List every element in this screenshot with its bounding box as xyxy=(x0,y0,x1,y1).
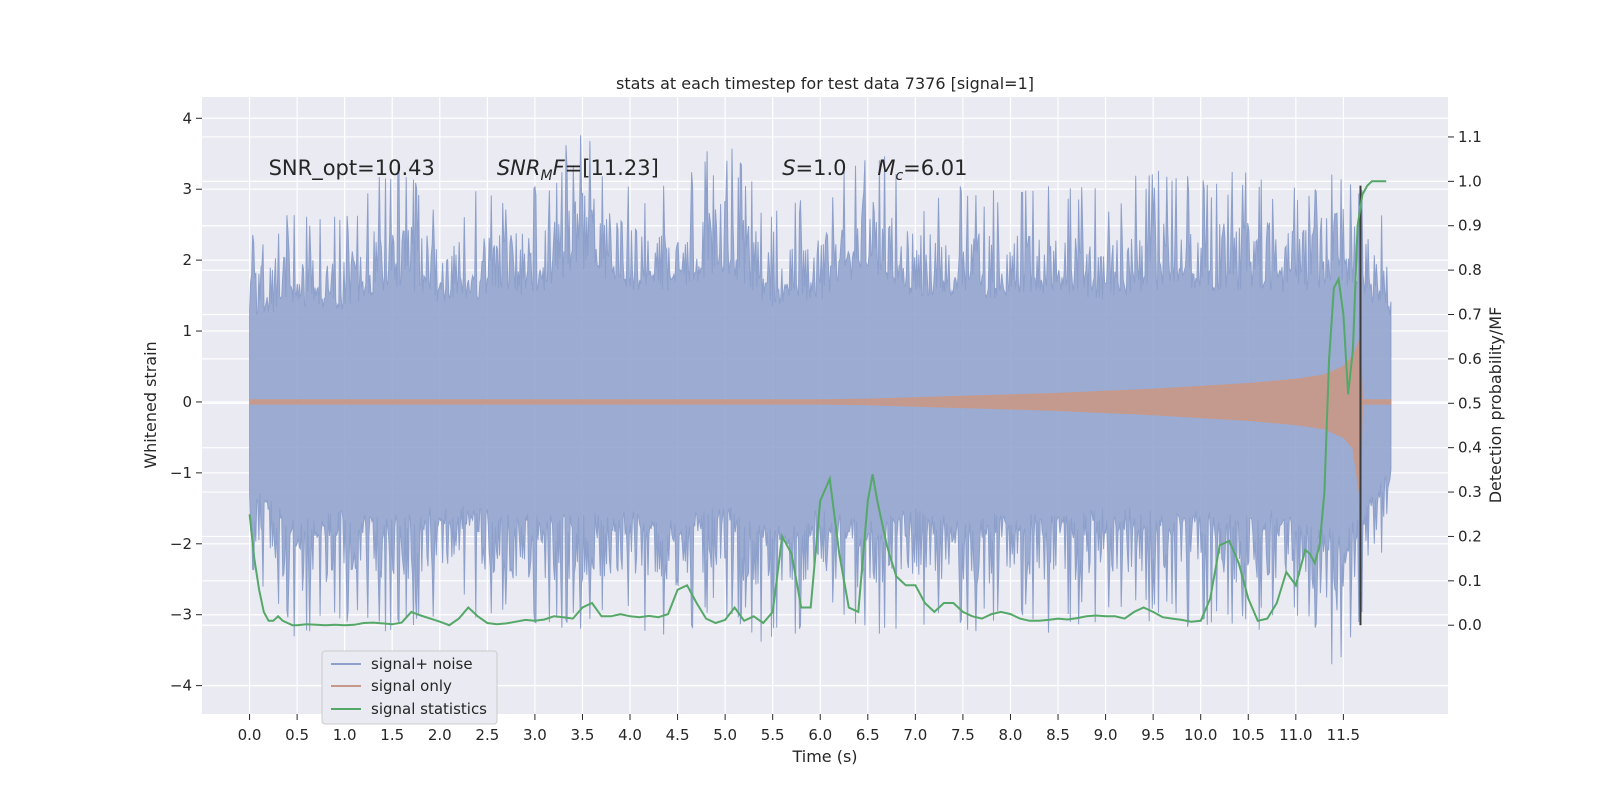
x-tick-label: 3.0 xyxy=(523,726,547,744)
x-tick-label: 1.5 xyxy=(380,726,404,744)
x-tick-label: 7.5 xyxy=(951,726,975,744)
signal-statistics-line xyxy=(248,180,1387,627)
annotation-text: S=1.0 xyxy=(782,156,846,180)
y-tick-label: 0 xyxy=(182,393,192,411)
y2-tick-label: 1.0 xyxy=(1458,172,1482,190)
y2-tick-label: 0.2 xyxy=(1458,527,1482,545)
y-axis-label: Whitened strain xyxy=(141,341,160,468)
y-tick-label: 4 xyxy=(182,109,192,127)
y2-tick-label: 0.7 xyxy=(1458,306,1482,324)
y-tick-label: −4 xyxy=(170,677,192,695)
y-tick-label: 2 xyxy=(182,251,192,269)
x-tick-label: 9.0 xyxy=(1094,726,1118,744)
x-tick-label: 6.0 xyxy=(808,726,832,744)
x-tick-label: 5.5 xyxy=(761,726,785,744)
y-tick-label: 1 xyxy=(182,322,192,340)
signal-only-trace xyxy=(249,337,1392,502)
x-tick-label: 10.0 xyxy=(1184,726,1217,744)
y2-tick-label: 0.3 xyxy=(1458,483,1482,501)
x-tick-label: 4.0 xyxy=(618,726,642,744)
y2-axis-ticks: 0.0 0.1 0.2 0.3 0.4 0.5 0.6 0.7 0.8 0.9 1.0 1.1 xyxy=(1448,128,1482,634)
y2-axis-label: Detection probability/MF xyxy=(1486,307,1505,504)
y-axis-ticks: −4 −3 −2 −1 0 1 2 3 4 xyxy=(170,109,202,695)
x-tick-label: 10.5 xyxy=(1232,726,1265,744)
x-tick-label: 2.5 xyxy=(475,726,499,744)
x-tick-label: 11.0 xyxy=(1279,726,1312,744)
x-tick-label: 9.5 xyxy=(1141,726,1165,744)
legend-label-signal-noise: signal+ noise xyxy=(371,655,473,673)
y2-tick-label: 0.9 xyxy=(1458,217,1482,235)
x-tick-label: 7.0 xyxy=(903,726,927,744)
x-axis-ticks: 0.0 0.5 1.0 1.5 2.0 2.5 3.0 3.5 4.0 4.5 5.0 5.5 6.0 6… xyxy=(238,714,1360,744)
x-tick-label: 8.0 xyxy=(999,726,1023,744)
x-tick-label: 6.5 xyxy=(856,726,880,744)
x-tick-label: 1.0 xyxy=(333,726,357,744)
x-tick-label: 4.5 xyxy=(666,726,690,744)
legend: signal+ noise signal only signal statist… xyxy=(321,650,498,725)
legend-label-signal-only: signal only xyxy=(371,677,452,695)
y2-tick-label: 0.8 xyxy=(1458,261,1482,279)
x-axis-label: Time (s) xyxy=(791,747,857,766)
series-signal-statistics xyxy=(248,180,1387,627)
legend-label-signal-statistics: signal statistics xyxy=(371,700,487,718)
y2-tick-label: 1.1 xyxy=(1458,128,1482,146)
legend-box xyxy=(321,650,498,725)
y-tick-label: −2 xyxy=(170,535,192,553)
y2-tick-label: 0.4 xyxy=(1458,439,1482,457)
annotations: SNR_opt=10.43 SNRMF=[11.23] S=1.0 Mc=6.01 xyxy=(269,156,968,184)
y2-tick-label: 0.5 xyxy=(1458,394,1482,412)
y2-tick-label: 0.0 xyxy=(1458,616,1482,634)
x-tick-label: 0.5 xyxy=(285,726,309,744)
x-tick-label: 0.0 xyxy=(238,726,262,744)
x-tick-label: 3.5 xyxy=(571,726,595,744)
x-tick-label: 5.0 xyxy=(713,726,737,744)
x-tick-label: 2.0 xyxy=(428,726,452,744)
series-signal-only xyxy=(249,337,1392,502)
y2-tick-label: 0.6 xyxy=(1458,350,1482,368)
chart-title: stats at each timestep for test data 737… xyxy=(616,74,1034,93)
y2-tick-label: 0.1 xyxy=(1458,572,1482,590)
y-tick-label: 3 xyxy=(182,180,192,198)
annotation-text: SNR_opt=10.43 xyxy=(269,156,435,181)
x-tick-label: 11.5 xyxy=(1327,726,1360,744)
y-tick-label: −3 xyxy=(170,606,192,624)
annotation-text: SNRMF=[11.23] xyxy=(497,156,659,184)
x-tick-label: 8.5 xyxy=(1046,726,1070,744)
y-tick-label: −1 xyxy=(170,464,192,482)
annotation-text: Mc=6.01 xyxy=(877,156,967,184)
